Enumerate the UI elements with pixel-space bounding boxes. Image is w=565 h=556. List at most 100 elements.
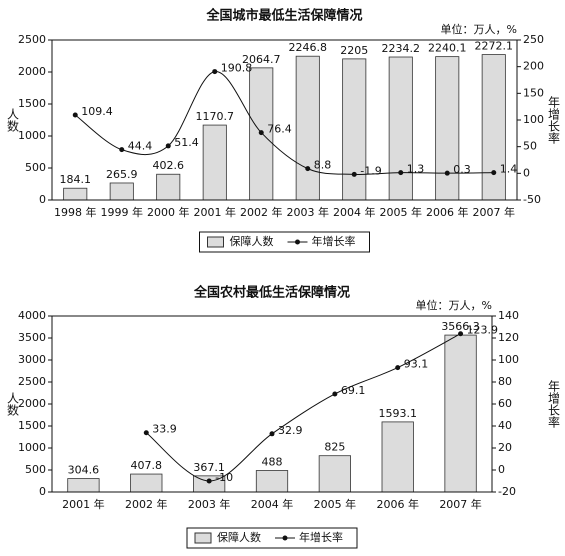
bar-value-label: 1170.7 bbox=[196, 110, 235, 123]
y-axis-label: 人数 bbox=[6, 108, 20, 133]
y2-tick-label: 100 bbox=[498, 353, 519, 366]
bar bbox=[130, 473, 163, 493]
line-point bbox=[351, 171, 357, 177]
y2-tick-label: -50 bbox=[523, 193, 541, 206]
y-tick-label: 500 bbox=[25, 463, 46, 476]
bar bbox=[435, 56, 460, 201]
y-tick-label: 1000 bbox=[18, 441, 46, 454]
bar bbox=[481, 54, 506, 201]
line-value-label: 51.4 bbox=[174, 136, 199, 149]
bar-value-label: 2246.8 bbox=[289, 41, 328, 54]
x-tick-label: 2006 年 bbox=[426, 205, 469, 219]
line-point bbox=[398, 170, 404, 176]
y2-tick-label: 50 bbox=[523, 140, 537, 153]
x-tick-label: 2002 年 bbox=[125, 497, 168, 511]
y2-tick-label: 150 bbox=[523, 86, 544, 99]
legend-swatch bbox=[194, 532, 212, 544]
line-point bbox=[119, 147, 125, 153]
bar-value-label: 402.6 bbox=[153, 159, 185, 172]
bar-value-label: 2240.1 bbox=[428, 42, 467, 55]
line-point bbox=[258, 130, 264, 136]
line-value-label: 44.4 bbox=[128, 140, 153, 153]
x-tick-label: 2004 年 bbox=[333, 205, 376, 219]
bar-value-label: 488 bbox=[262, 456, 283, 469]
y-tick-label: 500 bbox=[25, 161, 46, 174]
line bbox=[145, 333, 461, 482]
bar-value-label: 407.8 bbox=[131, 459, 163, 472]
bar-value-label: 2234.2 bbox=[382, 42, 421, 55]
line-value-label: 93.1 bbox=[404, 358, 429, 371]
chart-title: 全国城市最低生活保障情况 bbox=[205, 8, 362, 24]
y2-tick-label: 40 bbox=[498, 419, 512, 432]
bar-value-label: 304.6 bbox=[68, 464, 100, 477]
y2-tick-label: 100 bbox=[523, 113, 544, 126]
line-point bbox=[491, 170, 497, 176]
x-tick-label: 2005 年 bbox=[380, 205, 423, 219]
x-tick-label: 2000 年 bbox=[147, 205, 190, 219]
bar bbox=[63, 187, 88, 201]
y2-tick-label: 60 bbox=[498, 397, 512, 410]
line-point bbox=[165, 143, 171, 149]
bar bbox=[109, 182, 134, 201]
bar bbox=[255, 470, 289, 493]
bar bbox=[156, 173, 181, 201]
line-value-label: 76.4 bbox=[267, 123, 292, 136]
bar bbox=[381, 421, 414, 493]
y-tick-label: 4000 bbox=[18, 309, 46, 322]
y-tick-label: 2000 bbox=[18, 65, 46, 78]
chart-title: 全国农村最低生活保障情况 bbox=[193, 285, 350, 301]
line-point bbox=[305, 166, 311, 172]
x-tick-label: 2005 年 bbox=[314, 497, 357, 511]
y-tick-label: 3500 bbox=[18, 331, 46, 344]
line-point bbox=[444, 170, 450, 176]
y2-tick-label: 250 bbox=[523, 33, 544, 46]
line-point bbox=[395, 365, 401, 371]
line-value-label: 109.4 bbox=[81, 105, 113, 118]
legend-swatch bbox=[207, 236, 224, 248]
x-tick-label: 2004 年 bbox=[251, 497, 294, 511]
legend-label: 保障人数 bbox=[217, 530, 261, 544]
x-tick-label: 1999 年 bbox=[101, 205, 144, 219]
bar-value-label: 2272.1 bbox=[475, 40, 514, 53]
line-point bbox=[206, 478, 212, 484]
line-value-label: 32.9 bbox=[278, 424, 303, 437]
y-tick-label: 2500 bbox=[18, 375, 46, 388]
bar-value-label: 2064.7 bbox=[242, 53, 281, 66]
bar-value-label: 184.1 bbox=[60, 173, 92, 186]
line-point bbox=[143, 430, 149, 436]
plot-frame bbox=[51, 39, 518, 201]
bar-value-label: 265.9 bbox=[106, 168, 138, 181]
legend-swatch bbox=[295, 239, 300, 245]
legend-label: 年增长率 bbox=[312, 234, 356, 248]
y-tick-label: 0 bbox=[39, 485, 46, 498]
line-point bbox=[72, 112, 78, 118]
x-tick-label: 2001 年 bbox=[62, 497, 105, 511]
x-tick-label: 2007 年 bbox=[473, 205, 516, 219]
legend-swatch bbox=[282, 535, 288, 541]
line bbox=[74, 71, 494, 175]
line-value-label: -10 bbox=[215, 471, 233, 484]
bar bbox=[444, 334, 477, 493]
line-value-label: 1.3 bbox=[407, 163, 425, 176]
x-tick-label: 2007 年 bbox=[439, 497, 482, 511]
line-point bbox=[458, 331, 464, 337]
y-axis-label: 人数 bbox=[6, 392, 20, 417]
bar-value-label: 3566.3 bbox=[441, 320, 480, 333]
y2-tick-label: 120 bbox=[498, 331, 519, 344]
y2-tick-label: 0 bbox=[523, 166, 530, 179]
y2-axis-label: 年增长率 bbox=[547, 380, 561, 428]
line-value-label: 0.3 bbox=[453, 163, 471, 176]
x-tick-label: 1998 年 bbox=[54, 205, 97, 219]
y-tick-label: 1000 bbox=[18, 129, 46, 142]
y-tick-label: 0 bbox=[39, 193, 46, 206]
y2-tick-label: 200 bbox=[523, 60, 544, 73]
unit-label: 单位：万人，% bbox=[441, 22, 517, 36]
bar-value-label: 367.1 bbox=[193, 461, 225, 474]
bar bbox=[318, 455, 351, 493]
x-tick-label: 2003 年 bbox=[188, 497, 231, 511]
line-point bbox=[212, 69, 218, 75]
bar bbox=[388, 56, 413, 201]
legend-box bbox=[186, 527, 358, 549]
